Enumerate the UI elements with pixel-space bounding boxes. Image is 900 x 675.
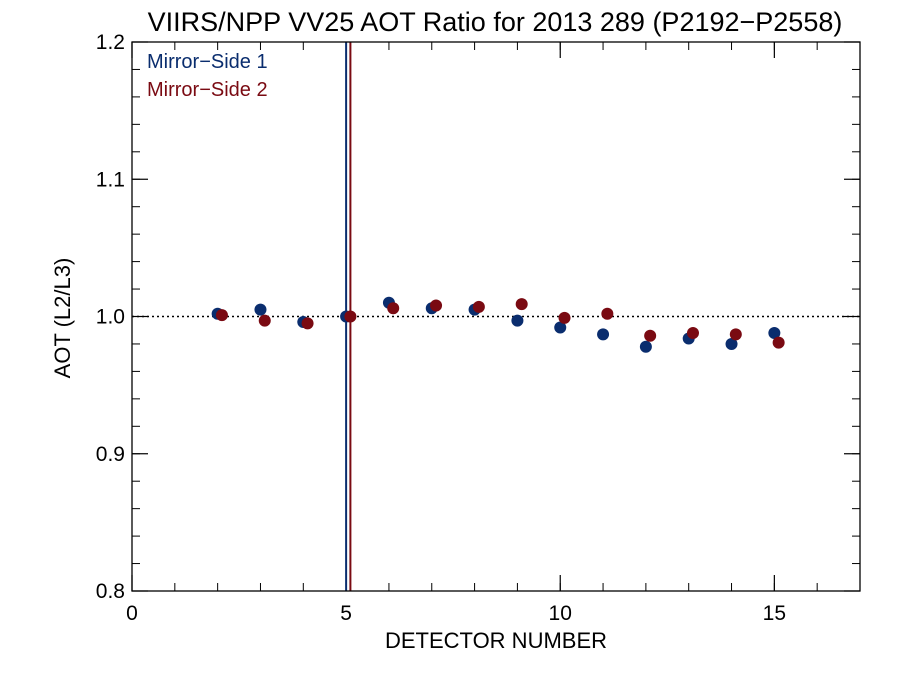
y-tick-label: 1.0 xyxy=(96,306,125,329)
y-tick-label: 1.1 xyxy=(96,168,125,191)
data-point xyxy=(430,299,443,312)
data-point xyxy=(639,340,652,353)
data-point xyxy=(597,328,610,341)
series-mirror-side-1-points xyxy=(211,296,781,353)
x-tick-label: 15 xyxy=(763,602,786,625)
x-axis-title: DETECTOR NUMBER xyxy=(385,628,607,653)
y-tick-label: 0.9 xyxy=(96,443,125,466)
x-tick-label: 0 xyxy=(126,602,138,625)
data-point xyxy=(387,302,400,315)
data-point xyxy=(215,309,228,322)
data-point xyxy=(601,307,614,320)
data-point xyxy=(725,337,738,350)
plot-frame xyxy=(131,41,861,592)
x-tick-label: 10 xyxy=(549,602,572,625)
series-mirror-side-2-points xyxy=(215,298,785,349)
data-point xyxy=(554,321,567,334)
data-point xyxy=(258,314,271,327)
legend-mirror-side-1: Mirror−Side 1 xyxy=(147,51,268,73)
data-point xyxy=(472,300,485,313)
major-ticks xyxy=(131,41,860,592)
y-tick-labels: 0.8 0.9 1.0 1.1 1.2 xyxy=(96,31,125,603)
data-point xyxy=(768,326,781,339)
y-axis-title: AOT (L2/L3) xyxy=(50,258,75,379)
legend-mirror-side-2: Mirror−Side 2 xyxy=(147,79,268,101)
data-point xyxy=(511,314,524,327)
data-point xyxy=(515,298,528,311)
data-point xyxy=(772,336,785,349)
data-point xyxy=(254,303,267,316)
data-point xyxy=(344,310,357,323)
x-tick-label: 5 xyxy=(340,602,352,625)
x-tick-labels: 0 5 10 15 xyxy=(126,602,786,625)
y-tick-label: 1.2 xyxy=(96,31,125,54)
data-point xyxy=(686,326,699,339)
minor-ticks xyxy=(132,42,860,591)
data-point xyxy=(301,317,314,330)
data-point xyxy=(558,311,571,324)
chart-title: VIIRS/NPP VV25 AOT Ratio for 2013 289 (P… xyxy=(148,7,843,37)
data-point xyxy=(644,329,657,342)
data-point xyxy=(729,328,742,341)
y-tick-label: 0.8 xyxy=(96,580,125,603)
